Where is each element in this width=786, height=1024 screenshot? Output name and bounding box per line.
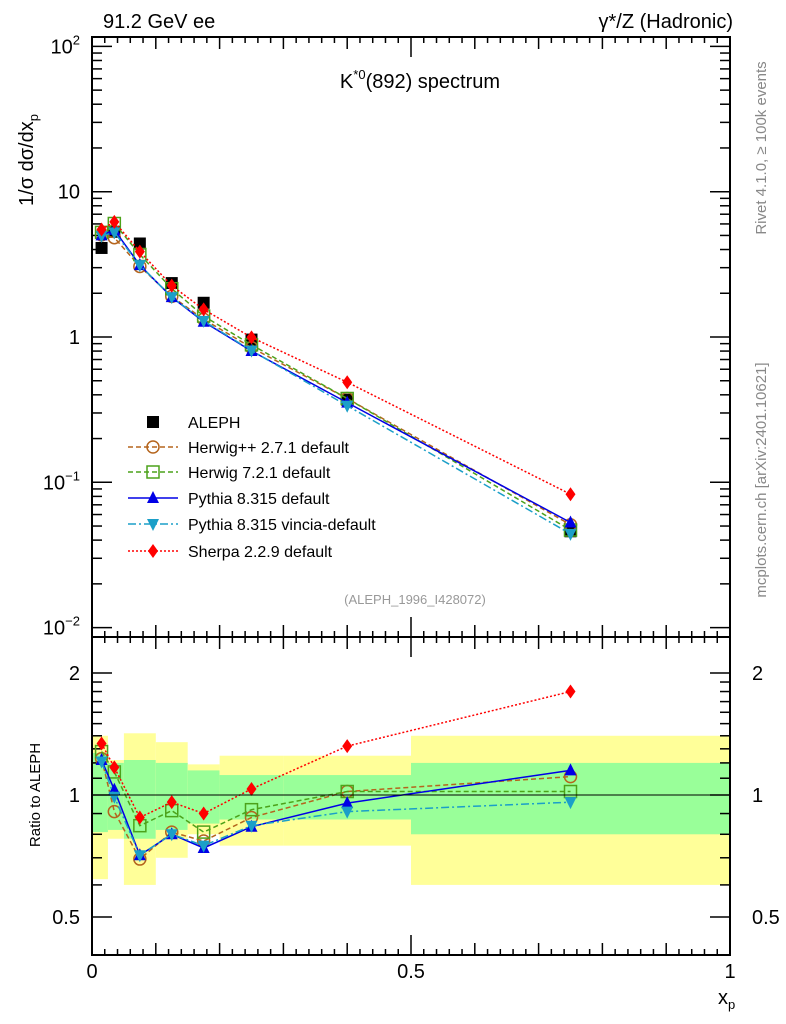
aleph-data-point <box>95 241 108 254</box>
pythia-8-315-vincia-default-line <box>101 231 571 535</box>
pythia-8-315-default-ratio-point <box>564 763 577 776</box>
ratio-tick-label: 1 <box>69 785 80 807</box>
pythia-8-315-vincia-default-ratio-point <box>133 850 146 863</box>
pythia-8-315-vincia-default-ratio-point <box>341 806 354 819</box>
inner-band <box>92 752 108 833</box>
rivet-version-label: Rivet 4.1.0, ≥ 100k events <box>753 61 770 234</box>
sherpa-2-2-9-default-point <box>198 302 209 317</box>
legend-marker <box>147 491 159 503</box>
sherpa-2-2-9-default-point <box>96 222 107 237</box>
pythia-8-315-default-ratio-line <box>100 759 571 857</box>
legend-marker <box>148 544 158 558</box>
legend-marker <box>146 465 160 479</box>
pythia-8-315-vincia-default-point <box>197 315 210 328</box>
sherpa-2-2-9-default-ratio-point <box>246 781 257 796</box>
series-layer <box>94 214 578 866</box>
legend-marker <box>146 440 160 454</box>
y-tick-label-base: 10 <box>58 182 80 204</box>
pythia-8-315-vincia-default-ratio-point <box>197 840 210 853</box>
sherpa-2-2-9-default-point <box>342 375 353 390</box>
y-tick-label-base: 10 <box>51 36 73 58</box>
pythia-8-315-vincia-default-point <box>245 345 258 358</box>
y-tick-label: 10 <box>58 182 80 204</box>
reference-label: (ALEPH_1996_I428072) <box>344 592 486 607</box>
pythia-8-315-vincia-default-point <box>108 227 121 240</box>
inner-band <box>219 775 284 820</box>
y-tick-label-base: 10 <box>43 472 65 494</box>
ratio-tick-label: 2 <box>69 663 80 685</box>
ratio-axis-label: Ratio to ALEPH <box>27 743 44 847</box>
y-tick-label-exponent: 2 <box>73 32 80 47</box>
ratio-tick-label: 2 <box>752 663 763 685</box>
pythia-8-315-vincia-default-ratio-point <box>245 820 258 833</box>
ratio-tick-label: 0.5 <box>752 907 780 929</box>
sherpa-2-2-9-default-ratio-point <box>342 739 353 754</box>
sherpa-2-2-9-default-point <box>109 214 120 229</box>
aleph-data-point <box>133 237 146 250</box>
y-tick-label-base: 1 <box>69 327 80 349</box>
pythia-8-315-default-ratio-point <box>341 796 354 809</box>
x-tick-label: 1 <box>724 961 735 983</box>
legend-label: Herwig 7.2.1 default <box>188 465 331 482</box>
sherpa-2-2-9-default-point <box>166 278 177 293</box>
legend-label: Herwig++ 2.7.1 default <box>188 440 350 457</box>
pythia-8-315-vincia-default-point <box>95 230 108 243</box>
sherpa-2-2-9-default-ratio-point <box>565 684 576 699</box>
y-tick-label: 10−2 <box>43 614 80 640</box>
ratio-frame <box>91 636 731 956</box>
legend-label: Sherpa 2.2.9 default <box>188 544 333 561</box>
x-axis-label: xp <box>718 987 735 1012</box>
legend-label: Pythia 8.315 vincia-default <box>188 517 376 534</box>
mcplots-label: mcplots.cern.ch [arXiv:2401.10621] <box>753 362 770 597</box>
y-axis-label: 1/σ dσ/dxp <box>16 114 41 206</box>
legend-aleph-marker <box>147 416 159 428</box>
y-tick-label-exponent: −1 <box>65 468 80 483</box>
sherpa-2-2-9-default-point <box>246 330 257 345</box>
y-tick-label-exponent: −2 <box>65 614 80 629</box>
pythia-8-315-vincia-default-point <box>341 400 354 413</box>
ratio-tick-label: 1 <box>752 785 763 807</box>
herwig-7-2-1-default-ratio-point <box>244 802 259 817</box>
pythia-8-315-vincia-default-ratio-line <box>100 761 571 857</box>
legend: ALEPH Herwig++ 2.7.1 default Herwig 7.2.1 … <box>128 415 376 561</box>
herwig-7-2-1-default-line <box>101 222 571 531</box>
sherpa-2-2-9-default-ratio-point <box>134 810 145 825</box>
ratio-tick-label: 0.5 <box>52 907 80 929</box>
sherpa-2-2-9-default-point <box>134 244 145 259</box>
y-tick-label: 1 <box>69 327 80 349</box>
pythia-8-315-vincia-default-ratio-point <box>165 829 178 842</box>
y-tick-label: 102 <box>51 32 80 58</box>
herwig-7-2-1-default-ratio-point <box>196 825 211 839</box>
sherpa-2-2-9-default-ratio-point <box>166 795 177 810</box>
y-tick-label-base: 10 <box>43 618 65 640</box>
pythia-8-315-vincia-default-point <box>564 528 577 541</box>
y-tick-label: 10−1 <box>43 468 80 494</box>
pythia-8-315-vincia-default-ratio-point <box>95 756 108 769</box>
pythia-8-315-vincia-default-point <box>165 292 178 305</box>
pythia-8-315-default-point <box>564 515 577 528</box>
sherpa-2-2-9-default-ratio-point <box>109 760 120 775</box>
pythia-8-315-vincia-default-point <box>133 260 146 273</box>
sherpa-2-2-9-default-ratio-point <box>96 736 107 751</box>
legend-marker <box>147 519 159 531</box>
header-left: 91.2 GeV ee <box>103 11 215 33</box>
sherpa-2-2-9-default-ratio-line <box>100 690 571 819</box>
sherpa-2-2-9-default-point <box>565 487 576 502</box>
chart-title: K*0(892) spectrum <box>340 67 500 93</box>
pythia-8-315-vincia-default-ratio-point <box>564 797 577 810</box>
legend-label: ALEPH <box>188 415 240 432</box>
sherpa-2-2-9-default-line <box>101 220 571 495</box>
legend-label: Pythia 8.315 default <box>188 491 330 508</box>
sherpa-2-2-9-default-ratio-point <box>198 806 209 821</box>
pythia-8-315-default-line <box>101 228 571 524</box>
x-tick-label: 0 <box>86 961 97 983</box>
x-tick-label: 0.5 <box>397 961 425 983</box>
header-right: γ*/Z (Hadronic) <box>599 11 733 33</box>
